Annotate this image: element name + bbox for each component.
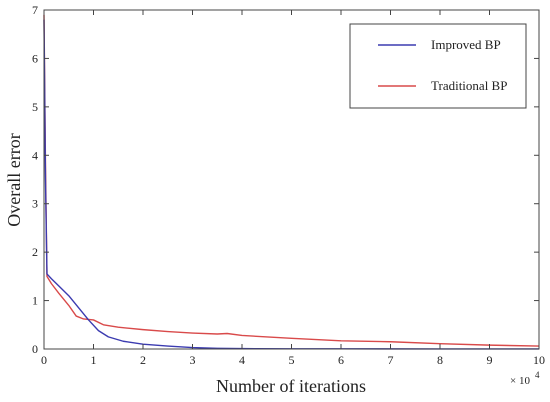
x-tick-label: 0: [41, 353, 47, 367]
x-tick-label: 6: [338, 353, 344, 367]
series-line-traditional-bp: [43, 14, 540, 347]
x-tick-label: 2: [140, 353, 146, 367]
y-tick-label: 3: [32, 197, 38, 211]
x-tick-label: 9: [487, 353, 493, 367]
ticks-layer: 0 1 2 3 4 5 6 7 8 9 10 0 1 2 3 4 5 6 7: [32, 3, 545, 367]
x-tick-label: 4: [239, 353, 245, 367]
x-tick-label: 3: [190, 353, 196, 367]
x-axis-label: Number of iterations: [216, 376, 366, 396]
y-tick-label: 6: [32, 51, 38, 65]
x-tick-label: 5: [289, 353, 295, 367]
y-tick-label: 7: [32, 3, 38, 17]
x-tick-label: 10: [533, 353, 545, 367]
legend-box: [349, 23, 527, 109]
x-multiplier-exponent: 4: [535, 370, 540, 380]
x-multiplier-label: × 10: [510, 375, 530, 387]
x-tick-label: 1: [91, 353, 97, 367]
y-tick-label: 2: [32, 245, 38, 259]
y-tick-label: 4: [32, 148, 38, 162]
y-tick-label: 1: [32, 294, 38, 308]
y-axis-label: Overall error: [4, 133, 24, 226]
legend-label-traditional-bp: Traditional BP: [431, 78, 507, 93]
y-tick-label: 5: [32, 100, 38, 114]
legend-label-improved-bp: Improved BP: [431, 37, 501, 52]
x-tick-label: 7: [388, 353, 394, 367]
legend: Improved BP Traditional BP: [349, 23, 527, 109]
y-tick-label: 0: [32, 342, 38, 356]
x-tick-label: 8: [437, 353, 443, 367]
